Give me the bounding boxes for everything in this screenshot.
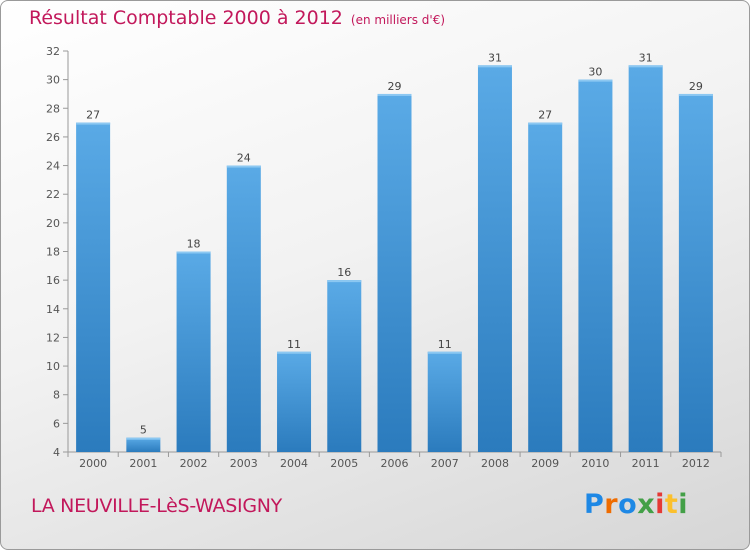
data-labels: 27 5 18 24 11 16 29 11 31 27 30 31 29	[86, 51, 703, 436]
bar-top-highlight	[76, 122, 111, 125]
y-tick-label: 10	[46, 360, 60, 373]
x-tick-label-2007: 2007	[431, 457, 459, 470]
bar-top-highlight	[477, 65, 512, 68]
bar-2004	[277, 351, 312, 452]
data-label-2004: 11	[287, 338, 301, 351]
bar-top-highlight	[678, 93, 713, 96]
y-tick-label: 26	[46, 131, 60, 144]
bar-2003	[226, 165, 261, 453]
x-tick-label-2011: 2011	[632, 457, 660, 470]
data-label-2011: 31	[639, 51, 653, 64]
bar-top-highlight	[277, 351, 312, 354]
bar-2008	[477, 65, 512, 453]
y-tick-label: 8	[53, 389, 60, 402]
bar-2010	[578, 79, 613, 453]
bar-top-highlight	[126, 437, 161, 440]
y-tick-label: 32	[46, 45, 60, 58]
y-tick-label: 14	[46, 303, 60, 316]
x-tick-label-2001: 2001	[129, 457, 157, 470]
data-label-2005: 16	[337, 266, 351, 279]
data-label-2003: 24	[237, 152, 251, 165]
logo-letter: t	[664, 489, 679, 520]
data-label-2007: 11	[438, 338, 452, 351]
data-label-2000: 27	[86, 109, 100, 122]
logo-letter: i	[678, 489, 689, 520]
x-tick-label-2008: 2008	[481, 457, 509, 470]
logo-letter: x	[637, 489, 656, 520]
logo-letter: P	[584, 489, 605, 520]
location-name: LA NEUVILLE-LèS-WASIGNY	[31, 495, 282, 517]
bar-2005	[327, 280, 362, 452]
bar-top-highlight	[176, 251, 211, 254]
x-tick-label-2002: 2002	[180, 457, 208, 470]
y-tick-label: 28	[46, 102, 60, 115]
bar-top-highlight	[327, 280, 362, 283]
bar-2000	[76, 122, 111, 452]
bar-top-highlight	[226, 165, 261, 168]
bar-top-highlight	[528, 122, 563, 125]
y-tick-label: 22	[46, 188, 60, 201]
logo-letter: r	[604, 489, 619, 520]
data-label-2008: 31	[488, 51, 502, 64]
x-tick-label-2004: 2004	[280, 457, 308, 470]
bar-top-highlight	[377, 93, 412, 96]
y-tick-label: 18	[46, 246, 60, 259]
x-tick-label-2000: 2000	[79, 457, 107, 470]
logo-letter: i	[655, 489, 665, 520]
chart-title-text: Résultat Comptable 2000 à 2012	[29, 7, 343, 29]
x-tick-label-2003: 2003	[230, 457, 258, 470]
chart-title: Résultat Comptable 2000 à 2012 (en millie…	[29, 7, 445, 29]
data-label-2006: 29	[388, 80, 402, 93]
bars	[76, 65, 713, 453]
bar-2001	[126, 437, 161, 452]
bar-2006	[377, 93, 412, 452]
bar-2002	[176, 251, 211, 452]
bar-top-highlight	[427, 351, 462, 354]
bar-top-highlight	[628, 65, 663, 68]
data-label-2012: 29	[689, 80, 703, 93]
x-tick-label-2009: 2009	[531, 457, 559, 470]
y-tick-label: 24	[46, 160, 60, 173]
bar-top-highlight	[578, 79, 613, 82]
bar-2007	[427, 351, 462, 452]
y-tick-label: 4	[53, 446, 60, 459]
x-tick-label-2005: 2005	[330, 457, 358, 470]
bar-2011	[628, 65, 663, 453]
x-tick-label-2010: 2010	[581, 457, 609, 470]
data-label-2001: 5	[140, 424, 147, 437]
data-label-2010: 30	[588, 66, 602, 79]
y-tick-label: 6	[53, 417, 60, 430]
y-tick-label: 20	[46, 217, 60, 230]
x-tick-label-2006: 2006	[381, 457, 409, 470]
logo-letter: o	[618, 489, 638, 520]
data-label-2002: 18	[187, 238, 201, 251]
bar-2009	[528, 122, 563, 452]
bar-2012	[678, 93, 713, 452]
data-label-2009: 27	[538, 109, 552, 122]
proxiti-logo: Proxiti	[584, 489, 688, 520]
y-tick-label: 16	[46, 274, 60, 287]
y-tick-label: 12	[46, 331, 60, 344]
chart-subtitle: (en milliers d'€)	[350, 13, 446, 27]
y-tick-label: 30	[46, 74, 60, 87]
x-tick-label-2012: 2012	[682, 457, 710, 470]
